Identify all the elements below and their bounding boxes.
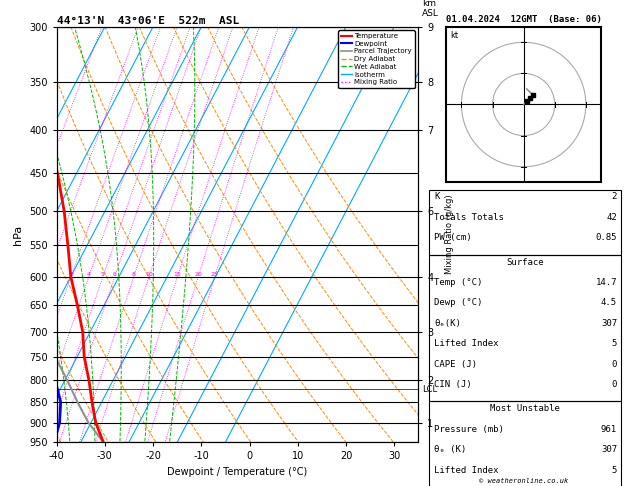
X-axis label: Dewpoint / Temperature (°C): Dewpoint / Temperature (°C) [167, 467, 308, 477]
Text: km
ASL: km ASL [422, 0, 439, 18]
Text: Pressure (mb): Pressure (mb) [434, 425, 504, 434]
Text: 4: 4 [87, 272, 91, 277]
Text: Lifted Index: Lifted Index [434, 466, 499, 475]
Text: Temp (°C): Temp (°C) [434, 278, 482, 287]
Text: 0: 0 [611, 360, 617, 369]
Text: 8: 8 [132, 272, 136, 277]
Text: θₑ(K): θₑ(K) [434, 319, 461, 328]
Text: 6: 6 [113, 272, 117, 277]
Text: 3: 3 [69, 272, 73, 277]
Text: θₑ (K): θₑ (K) [434, 445, 466, 454]
Text: kt: kt [450, 32, 459, 40]
Text: 10: 10 [145, 272, 153, 277]
Text: Surface: Surface [506, 258, 543, 267]
Text: 5: 5 [611, 466, 617, 475]
Text: K: K [434, 192, 440, 202]
Text: Lifted Index: Lifted Index [434, 339, 499, 348]
Text: 307: 307 [601, 319, 617, 328]
Text: Most Unstable: Most Unstable [490, 404, 560, 414]
Text: 0: 0 [611, 380, 617, 389]
Text: 0.85: 0.85 [596, 233, 617, 243]
Text: 44°13'N  43°06'E  522m  ASL: 44°13'N 43°06'E 522m ASL [57, 16, 239, 26]
Text: 20: 20 [194, 272, 203, 277]
Text: 5: 5 [611, 339, 617, 348]
Text: Totals Totals: Totals Totals [434, 213, 504, 222]
Text: 961: 961 [601, 425, 617, 434]
Text: © weatheronline.co.uk: © weatheronline.co.uk [479, 478, 568, 484]
Text: 5: 5 [101, 272, 105, 277]
Text: 2: 2 [611, 192, 617, 202]
Text: PW (cm): PW (cm) [434, 233, 472, 243]
Text: 14.7: 14.7 [596, 278, 617, 287]
Text: 25: 25 [211, 272, 219, 277]
Text: 01.04.2024  12GMT  (Base: 06): 01.04.2024 12GMT (Base: 06) [446, 15, 601, 24]
Text: 42: 42 [606, 213, 617, 222]
Y-axis label: hPa: hPa [13, 225, 23, 244]
Legend: Temperature, Dewpoint, Parcel Trajectory, Dry Adiabat, Wet Adiabat, Isotherm, Mi: Temperature, Dewpoint, Parcel Trajectory… [338, 30, 415, 88]
Text: LCL: LCL [422, 385, 437, 394]
Text: 307: 307 [601, 445, 617, 454]
Text: CAPE (J): CAPE (J) [434, 360, 477, 369]
Text: Dewp (°C): Dewp (°C) [434, 298, 482, 308]
Text: 4.5: 4.5 [601, 298, 617, 308]
Text: CIN (J): CIN (J) [434, 380, 472, 389]
Y-axis label: Mixing Ratio (g/kg): Mixing Ratio (g/kg) [445, 195, 454, 274]
Text: 15: 15 [174, 272, 181, 277]
